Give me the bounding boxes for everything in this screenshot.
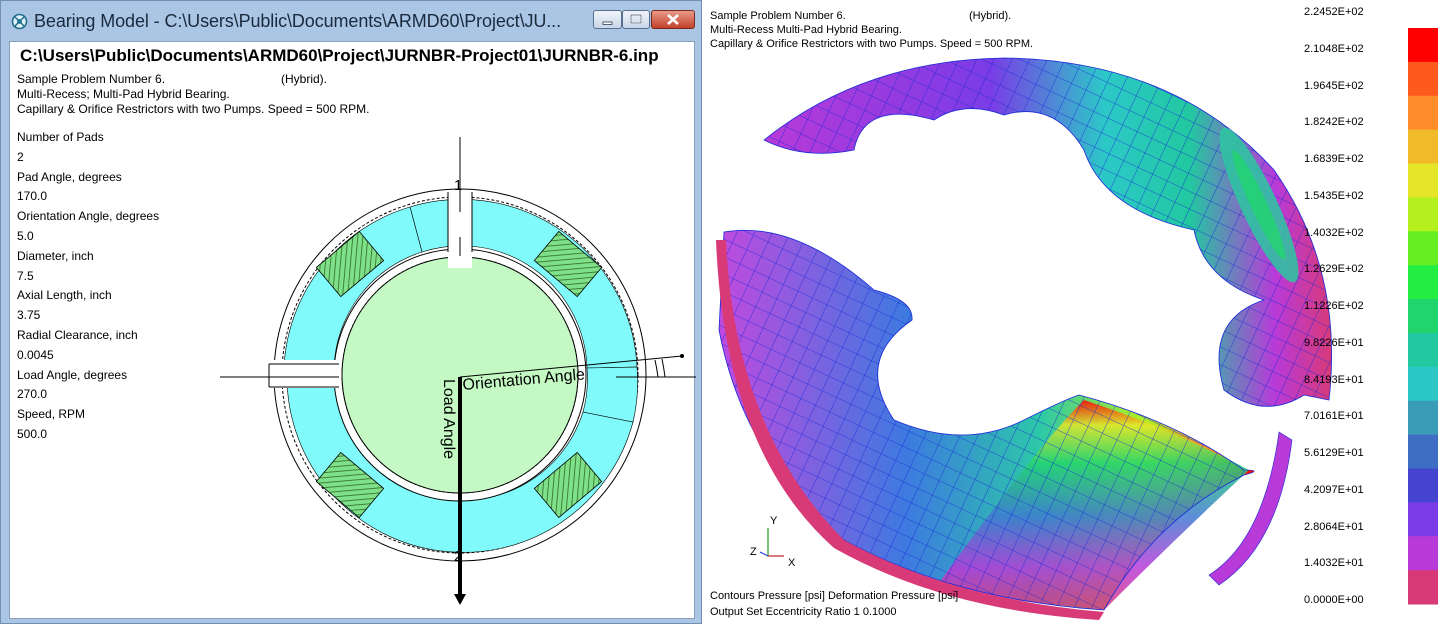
close-icon — [667, 14, 679, 25]
legend-label: 1.4032E+02 — [1304, 226, 1364, 239]
load-angle-label: Load Angle — [440, 379, 457, 459]
problem-title: Sample Problem Number 6. — [17, 72, 166, 86]
app-icon — [11, 13, 28, 30]
legend-swatch — [1408, 61, 1438, 97]
legend-label: 5.6129E+01 — [1304, 447, 1364, 459]
legend-swatch — [1408, 265, 1438, 300]
parameter-value: 0.0045 — [17, 347, 54, 362]
parameter-label: Radial Clearance, inch — [17, 327, 138, 342]
maximize-button[interactable] — [622, 10, 650, 29]
upper-pad-surface — [763, 57, 1333, 407]
contours-caption: Contours Pressure [psi] Deformation Pres… — [710, 590, 959, 602]
pad-label-1: 1 — [454, 177, 462, 194]
axis-y-label: Y — [770, 515, 778, 527]
parameter-value: 5.0 — [17, 228, 34, 243]
parameter-value: 7.5 — [17, 268, 34, 283]
load-arrow-icon — [454, 594, 466, 605]
parameter-value: 170.0 — [17, 189, 48, 204]
legend-swatch — [1408, 299, 1438, 334]
axis-triad: Y Z X — [750, 515, 796, 569]
file-path: C:\Users\Public\Documents\ARMD60\Project… — [20, 46, 659, 65]
legend-swatch — [1408, 434, 1438, 469]
color-legend — [1408, 28, 1438, 605]
parameter-label: Speed, RPM — [17, 407, 86, 422]
legend-label: 1.5435E+02 — [1304, 189, 1364, 202]
close-button[interactable] — [651, 10, 695, 29]
output-set-caption: Output Set Eccentricity Ratio 1 0.1000 — [710, 606, 897, 618]
recess-group — [315, 230, 603, 519]
window-title: Bearing Model - C:\Users\Public\Document… — [34, 11, 561, 31]
legend-label: 1.9645E+02 — [1304, 79, 1364, 92]
legend-swatch — [1408, 231, 1438, 266]
contour-plot: Y Z X — [716, 28, 1438, 620]
legend-label: 0.0000E+00 — [1304, 594, 1364, 606]
axis-x-label: X — [788, 557, 796, 569]
legend-label: 1.4032E+01 — [1304, 557, 1364, 570]
parameter-value: 500.0 — [17, 426, 48, 441]
bearing-type: (Hybrid). — [281, 72, 328, 86]
parameter-label: Pad Angle, degrees — [17, 169, 122, 184]
maximize-icon — [630, 14, 642, 24]
legend-label: 2.8064E+01 — [1304, 520, 1364, 533]
legend-swatch — [1408, 129, 1438, 165]
pad-label-2: 2 — [454, 548, 462, 565]
legend-label: 7.0161E+01 — [1304, 410, 1364, 423]
legend-label: 1.8242E+02 — [1304, 116, 1364, 129]
legend-swatch — [1408, 28, 1438, 63]
plot-restrictor-description: Capillary & Orifice Restrictors with two… — [710, 38, 1034, 50]
bearing-model-window: Bearing Model - C:\Users\Public\Document… — [0, 0, 702, 624]
parameter-value: 2 — [17, 149, 24, 164]
pressure-contour-view: Y Z X Sample Problem Number 6. (Hybrid).… — [704, 0, 1447, 624]
minimize-icon — [602, 21, 613, 25]
pad-outer-circle — [281, 196, 639, 554]
plot-bearing-type: (Hybrid). — [969, 10, 1012, 22]
legend-swatch — [1408, 197, 1438, 232]
lower-pad-surface — [716, 229, 1255, 620]
orientation-line — [459, 355, 683, 378]
parameter-value: 270.0 — [17, 387, 48, 402]
legend-label: 2.2452E+02 — [1304, 6, 1364, 18]
parameter-label: Diameter, inch — [17, 248, 94, 263]
plot-bearing-description: Multi-Recess Multi-Pad Hybrid Bearing. — [710, 24, 902, 36]
parameter-value: 3.75 — [17, 308, 41, 323]
parameter-label: Orientation Angle, degrees — [17, 209, 160, 224]
legend-label: 1.2629E+02 — [1304, 263, 1364, 276]
legend-swatch — [1408, 502, 1438, 537]
plot-problem-title: Sample Problem Number 6. — [710, 10, 846, 22]
title-bar[interactable]: Bearing Model - C:\Users\Public\Document… — [1, 1, 701, 41]
parameter-list: Number of Pads 2 Pad Angle, degrees 170.0 Or… — [17, 128, 159, 445]
bearing-description: Multi-Recess; Multi-Pad Hybrid Bearing. — [17, 87, 230, 101]
parameter-label: Number of Pads — [17, 130, 104, 144]
bearing-diagram: 1 2 Orientation Angle Load Angle — [220, 137, 696, 605]
legend-swatch — [1408, 332, 1438, 368]
legend-swatch — [1408, 536, 1438, 571]
model-panel: C:\Users\Public\Documents\ARMD60\Project… — [9, 41, 696, 619]
legend-label: 2.1048E+02 — [1304, 42, 1364, 55]
legend-label: 1.1226E+02 — [1304, 300, 1364, 312]
legend-swatch — [1408, 366, 1438, 402]
legend-swatch — [1408, 570, 1438, 605]
legend-swatch — [1408, 468, 1438, 503]
legend-label: 9.8226E+01 — [1304, 336, 1364, 349]
legend-label: 1.6839E+02 — [1304, 153, 1364, 165]
minimize-button[interactable] — [593, 10, 622, 29]
legend-swatch — [1408, 400, 1438, 436]
parameter-label: Axial Length, inch — [17, 288, 112, 303]
restrictor-description: Capillary & Orifice Restrictors with two… — [17, 102, 370, 116]
legend-swatch — [1408, 163, 1438, 198]
legend-label: 8.4193E+01 — [1304, 373, 1364, 386]
parameter-label: Load Angle, degrees — [17, 367, 128, 382]
legend-label: 4.2097E+01 — [1304, 483, 1364, 496]
legend-swatch — [1408, 95, 1438, 131]
side-pad-edge — [1208, 431, 1293, 586]
axis-z-label: Z — [750, 546, 757, 558]
